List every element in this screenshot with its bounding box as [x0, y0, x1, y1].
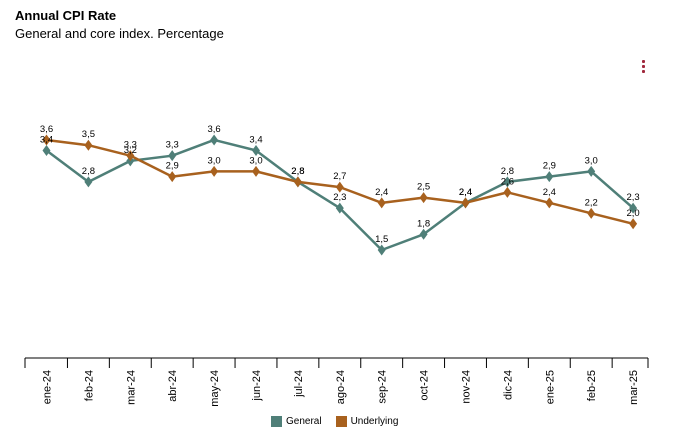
point-underlying-ago-24	[335, 181, 344, 193]
data-label-underlying-nov-24: 2,4	[459, 187, 472, 198]
data-label-underlying-may-24: 3,0	[207, 155, 220, 166]
point-general-sep-24	[377, 244, 386, 256]
data-label-general-ago-24: 2,3	[333, 192, 346, 203]
data-label-underlying-oct-24: 2,5	[417, 182, 430, 193]
point-general-oct-24	[419, 228, 428, 240]
data-label-general-ene-25: 2,9	[543, 161, 556, 172]
data-label-underlying-dic-24: 2,6	[501, 176, 514, 187]
data-label-general-mar-25: 2,3	[626, 192, 639, 203]
legend-swatch-underlying	[335, 416, 347, 427]
data-label-general-jun-24: 3,4	[249, 134, 262, 145]
data-label-general-may-24: 3,6	[207, 124, 220, 135]
x-tick-label-may-24: may-24	[209, 370, 221, 407]
point-general-ago-24	[335, 202, 344, 214]
point-underlying-ene-24	[42, 134, 51, 146]
data-label-underlying-abr-24: 2,9	[166, 161, 179, 172]
point-general-mar-25	[629, 202, 638, 214]
point-underlying-sep-24	[377, 197, 386, 209]
legend-item-general[interactable]: General	[271, 416, 322, 427]
x-tick-label-mar-24: mar-24	[125, 370, 137, 405]
legend-item-underlying[interactable]: Underlying	[335, 416, 399, 427]
point-underlying-oct-24	[419, 192, 428, 204]
data-label-general-jul-24: 2,8	[291, 166, 304, 177]
point-general-ene-25	[545, 171, 554, 183]
data-label-underlying-ago-24: 2,7	[333, 171, 346, 182]
point-underlying-ene-25	[545, 197, 554, 209]
data-label-underlying-feb-25: 2,2	[585, 197, 598, 208]
point-underlying-nov-24	[461, 197, 470, 209]
x-tick-label-jun-24: jun-24	[251, 370, 263, 402]
data-label-underlying-sep-24: 2,4	[375, 187, 388, 198]
point-underlying-feb-25	[587, 207, 596, 219]
point-underlying-jun-24	[252, 165, 260, 177]
data-label-underlying-mar-24: 3,3	[124, 140, 137, 151]
x-tick-label-dic-24: dic-24	[502, 370, 514, 400]
point-underlying-mar-24	[126, 150, 135, 162]
data-label-underlying-jun-24: 3,0	[249, 155, 262, 166]
data-label-underlying-ene-24: 3,6	[40, 124, 53, 135]
point-underlying-abr-24	[168, 171, 177, 183]
data-label-general-abr-24: 3,3	[166, 140, 179, 151]
data-label-general-feb-24: 2,8	[82, 166, 95, 177]
data-label-general-dic-24: 2,8	[501, 166, 514, 177]
point-general-dic-24	[503, 176, 512, 188]
data-label-general-mar-24: 3,2	[124, 145, 137, 156]
point-general-jun-24	[252, 144, 260, 156]
point-underlying-may-24	[210, 165, 219, 177]
data-label-underlying-mar-25: 2,0	[626, 208, 639, 219]
point-general-feb-24	[84, 176, 93, 188]
x-tick-label-ago-24: ago-24	[335, 370, 347, 404]
legend-label-general: General	[286, 416, 322, 427]
legend: General Underlying	[271, 416, 412, 427]
data-label-underlying-jul-24: 2,8	[291, 166, 304, 177]
x-tick-label-ene-24: ene-24	[42, 370, 54, 404]
data-label-underlying-feb-24: 3,5	[82, 129, 95, 140]
x-tick-label-ene-25: ene-25	[544, 370, 556, 404]
point-general-abr-24	[168, 150, 177, 162]
point-underlying-mar-25	[629, 218, 638, 230]
x-tick-label-feb-25: feb-25	[586, 370, 598, 401]
x-tick-label-sep-24: sep-24	[377, 370, 389, 404]
data-label-general-sep-24: 1,5	[375, 234, 388, 245]
x-tick-label-abr-24: abr-24	[167, 370, 179, 402]
x-tick-label-nov-24: nov-24	[461, 370, 473, 404]
point-general-feb-25	[587, 165, 596, 177]
x-tick-label-feb-24: feb-24	[83, 370, 95, 401]
legend-swatch-general	[271, 416, 282, 427]
more-options-icon[interactable]	[638, 58, 648, 76]
point-general-ene-24	[42, 144, 51, 156]
legend-label-underlying: Underlying	[350, 416, 399, 427]
point-underlying-jul-24	[293, 176, 302, 188]
x-tick-label-jul-24: jul-24	[293, 370, 305, 398]
chart-subtitle: General and core index. Percentage	[15, 26, 224, 41]
chart-title: Annual CPI Rate	[15, 8, 117, 23]
data-label-general-oct-24: 1,8	[417, 218, 430, 229]
data-label-general-ene-24: 3,4	[40, 134, 53, 145]
point-general-may-24	[210, 134, 219, 146]
x-tick-label-mar-25: mar-25	[628, 370, 640, 405]
point-underlying-feb-24	[84, 139, 93, 151]
x-tick-label-oct-24: oct-24	[419, 370, 431, 401]
point-underlying-dic-24	[503, 186, 512, 198]
data-label-underlying-ene-25: 2,4	[543, 187, 556, 198]
data-label-general-nov-24: 2,4	[459, 187, 472, 198]
data-label-general-feb-25: 3,0	[585, 155, 598, 166]
